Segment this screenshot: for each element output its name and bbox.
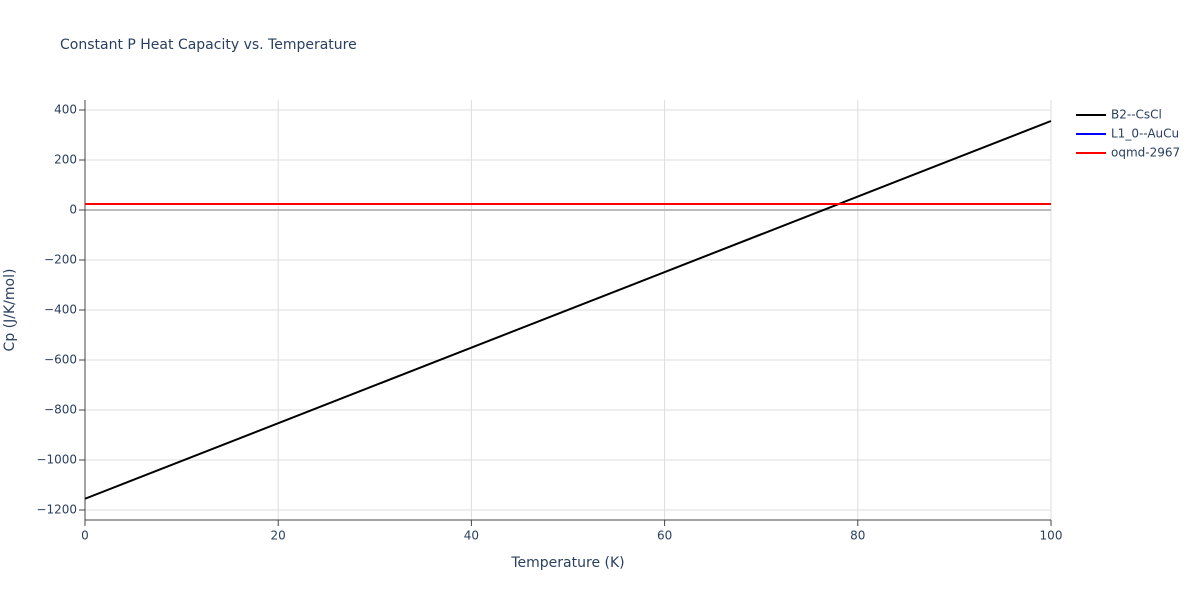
legend-label: B2--CsCl <box>1111 108 1162 122</box>
y-tick-label: −800 <box>44 403 77 417</box>
x-tick-label: 0 <box>81 529 89 543</box>
y-axis-label: Cp (J/K/mol) <box>2 269 18 352</box>
x-tick-label: 60 <box>657 529 672 543</box>
x-tick-label: 100 <box>1040 529 1063 543</box>
y-tick-label: −1000 <box>36 453 77 467</box>
x-axis-label: Temperature (K) <box>510 555 624 571</box>
chart-title: Constant P Heat Capacity vs. Temperature <box>60 37 357 53</box>
legend-label: oqmd-2967 <box>1111 146 1180 160</box>
x-tick-label: 20 <box>271 529 286 543</box>
y-tick-label: 0 <box>69 203 77 217</box>
y-tick-label: −600 <box>44 353 77 367</box>
line <box>84 120 1052 500</box>
y-tick-label: −400 <box>44 303 77 317</box>
x-tick-label: 80 <box>850 529 865 543</box>
y-tick-label: 400 <box>54 103 77 117</box>
y-tick-label: −200 <box>44 253 77 267</box>
y-tick-label: 200 <box>54 153 77 167</box>
x-tick-label: 40 <box>464 529 479 543</box>
y-tick-label: −1200 <box>36 503 77 517</box>
legend-label: L1_0--AuCu <box>1111 127 1179 141</box>
